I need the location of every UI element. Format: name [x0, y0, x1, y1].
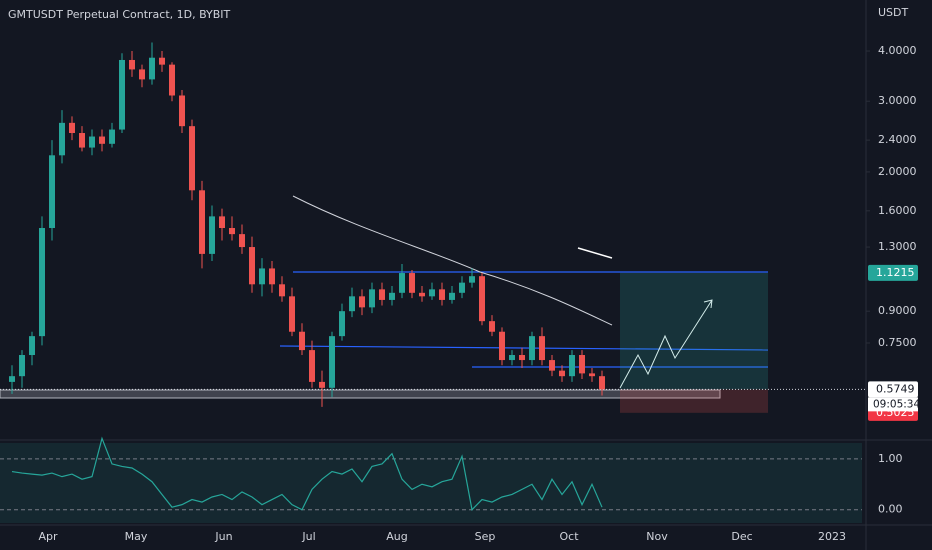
candle-body — [599, 376, 605, 390]
y-tick-label: 0.9000 — [878, 304, 917, 317]
support-zone — [0, 389, 721, 399]
candle-body — [449, 292, 455, 300]
y-tick-label: 2.0000 — [878, 165, 917, 178]
candle-body — [519, 355, 525, 361]
price-badge-label: 1.1215 — [876, 266, 915, 279]
candle-body — [199, 190, 205, 254]
price-badge — [868, 264, 918, 281]
candle-body — [279, 284, 285, 297]
target-zone — [620, 272, 768, 390]
y-tick-label: 4.0000 — [878, 44, 917, 57]
candle-body — [549, 360, 555, 371]
trend-line — [577, 247, 613, 259]
candle-body — [289, 296, 295, 332]
oscillator-band — [0, 443, 862, 523]
candle-body — [499, 331, 505, 361]
oscillator-line — [11, 436, 603, 511]
candle-body — [439, 289, 445, 300]
x-tick-label: Dec — [731, 530, 752, 543]
candle-body — [149, 57, 155, 80]
y-tick-label: 1.6000 — [878, 204, 917, 217]
y-tick-label: 0.7500 — [878, 336, 917, 349]
x-tick-label: Aug — [386, 530, 407, 543]
candle-body — [459, 282, 465, 293]
price-badge-label: 0.5749 — [876, 382, 915, 395]
candle-body — [469, 276, 475, 283]
candle-body — [359, 296, 365, 308]
candle-body — [339, 311, 345, 337]
x-tick-label: 2023 — [818, 530, 846, 543]
candle-body — [559, 370, 565, 377]
candle-body — [49, 155, 55, 229]
candle-body — [59, 122, 65, 156]
candle-body — [509, 355, 515, 361]
stop-zone — [620, 389, 768, 413]
y-tick-label: 2.4000 — [878, 133, 917, 146]
x-tick-label: Jun — [214, 530, 232, 543]
candle-body — [119, 59, 125, 130]
candle-body — [309, 350, 315, 382]
candle-body — [589, 373, 595, 377]
candle-body — [229, 228, 235, 235]
candle-body — [109, 129, 115, 144]
candle-body — [399, 273, 405, 293]
candle-body — [129, 59, 135, 70]
candle-body — [369, 289, 375, 308]
projection-arrow — [619, 299, 713, 389]
price-badge — [868, 381, 918, 398]
candle-body — [419, 292, 425, 297]
candle-body — [139, 69, 145, 80]
drawings — [0, 195, 769, 399]
candle-body — [39, 228, 45, 337]
candle-body — [69, 122, 75, 134]
axis-unit: USDT — [878, 6, 909, 19]
candle-body — [209, 216, 215, 254]
x-tick-label: Sep — [475, 530, 496, 543]
oscillator-tick-label: 1.00 — [878, 452, 903, 465]
candle-body — [89, 136, 95, 148]
candle-body — [299, 331, 305, 351]
level-line — [279, 345, 769, 351]
oscillator-tick-label: 0.00 — [878, 503, 903, 516]
candle-body — [429, 289, 435, 297]
candle-body — [79, 133, 85, 148]
candle-body — [579, 355, 585, 374]
candle-body — [379, 289, 385, 300]
candle-body — [319, 381, 325, 388]
candle-body — [189, 126, 195, 191]
candle-body — [219, 216, 225, 229]
candle-body — [329, 336, 335, 388]
x-tick-label: Jul — [301, 530, 315, 543]
candle-body — [179, 95, 185, 127]
candle-body — [409, 273, 415, 293]
candle-body — [9, 376, 15, 382]
countdown: 09:05:34 — [873, 398, 920, 410]
candle-body — [529, 336, 535, 361]
candle-body — [169, 64, 175, 96]
candle-body — [239, 234, 245, 248]
countdown-badge — [868, 397, 918, 412]
candle-body — [29, 336, 35, 356]
candle-body — [159, 57, 165, 65]
candle-body — [259, 268, 265, 285]
y-tick-label: 3.0000 — [878, 94, 917, 107]
x-tick-label: Nov — [646, 530, 668, 543]
candle-body — [479, 276, 485, 322]
candle-body — [389, 292, 395, 300]
y-tick-label: 1.3000 — [878, 240, 917, 253]
candle-body — [19, 355, 25, 377]
candle-body — [569, 355, 575, 377]
candle-body — [349, 296, 355, 312]
candle-body — [249, 247, 255, 285]
chart-title: GMTUSDT Perpetual Contract, 1D, BYBIT — [8, 8, 231, 21]
candle-body — [539, 336, 545, 361]
x-tick-label: May — [125, 530, 148, 543]
x-tick-label: Apr — [38, 530, 58, 543]
candle-body — [269, 268, 275, 285]
candle-body — [99, 136, 105, 144]
moving-average — [292, 195, 613, 326]
candle-body — [489, 321, 495, 332]
x-tick-label: Oct — [559, 530, 579, 543]
